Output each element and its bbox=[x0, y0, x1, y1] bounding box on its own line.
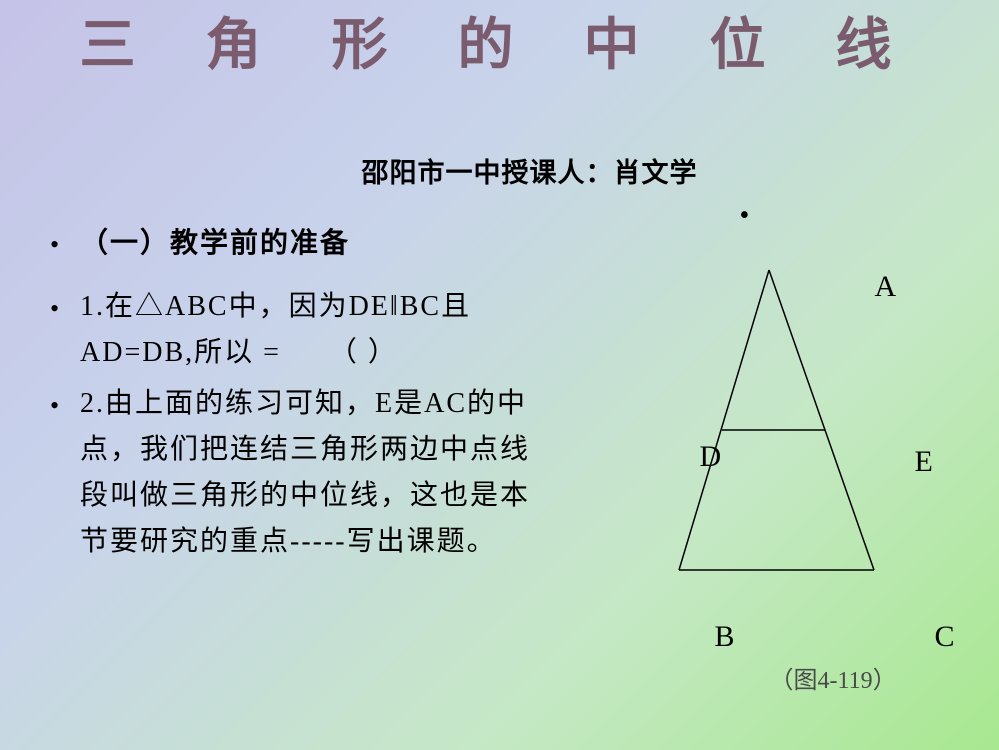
bullet-icon: • bbox=[739, 200, 749, 232]
label-a: A bbox=[874, 270, 896, 304]
content-area: • （一）教学前的准备 • 1.在△ABC中，因为DE‖BC且AD=DB,所以 … bbox=[0, 220, 999, 569]
item1-row: • 1.在△ABC中，因为DE‖BC且AD=DB,所以 = （ ） bbox=[50, 284, 539, 376]
item2-row: • 2.由上面的练习可知，E是AC的中点，我们把连结三角形两边中点线段叫做三角形… bbox=[50, 381, 539, 566]
label-e: E bbox=[914, 445, 932, 479]
item2-text: 2.由上面的练习可知，E是AC的中点，我们把连结三角形两边中点线段叫做三角形的中… bbox=[80, 381, 539, 566]
section-header: （一）教学前的准备 bbox=[80, 220, 539, 266]
label-b: B bbox=[714, 620, 734, 654]
section-header-row: • （一）教学前的准备 bbox=[50, 220, 539, 280]
bullet-icon: • bbox=[50, 284, 80, 331]
bullet-icon: • bbox=[50, 381, 80, 428]
label-c: C bbox=[934, 620, 954, 654]
triangle-svg bbox=[599, 250, 959, 610]
slide-title: 三 角 形 的 中 位 线 bbox=[0, 0, 999, 81]
figure-caption: （图4-119） bbox=[769, 660, 896, 695]
slide-subtitle: 邵阳市一中授课人：肖文学 bbox=[0, 151, 999, 190]
text-column: • （一）教学前的准备 • 1.在△ABC中，因为DE‖BC且AD=DB,所以 … bbox=[50, 220, 539, 569]
bullet-icon: • bbox=[50, 220, 80, 267]
label-d: D bbox=[699, 440, 721, 474]
item1-text: 1.在△ABC中，因为DE‖BC且AD=DB,所以 = （ ） bbox=[80, 284, 539, 376]
diagram-column: • A B C D E （图4-119） bbox=[539, 220, 959, 569]
triangle-diagram: A B C D E （图4-119） bbox=[599, 250, 959, 615]
